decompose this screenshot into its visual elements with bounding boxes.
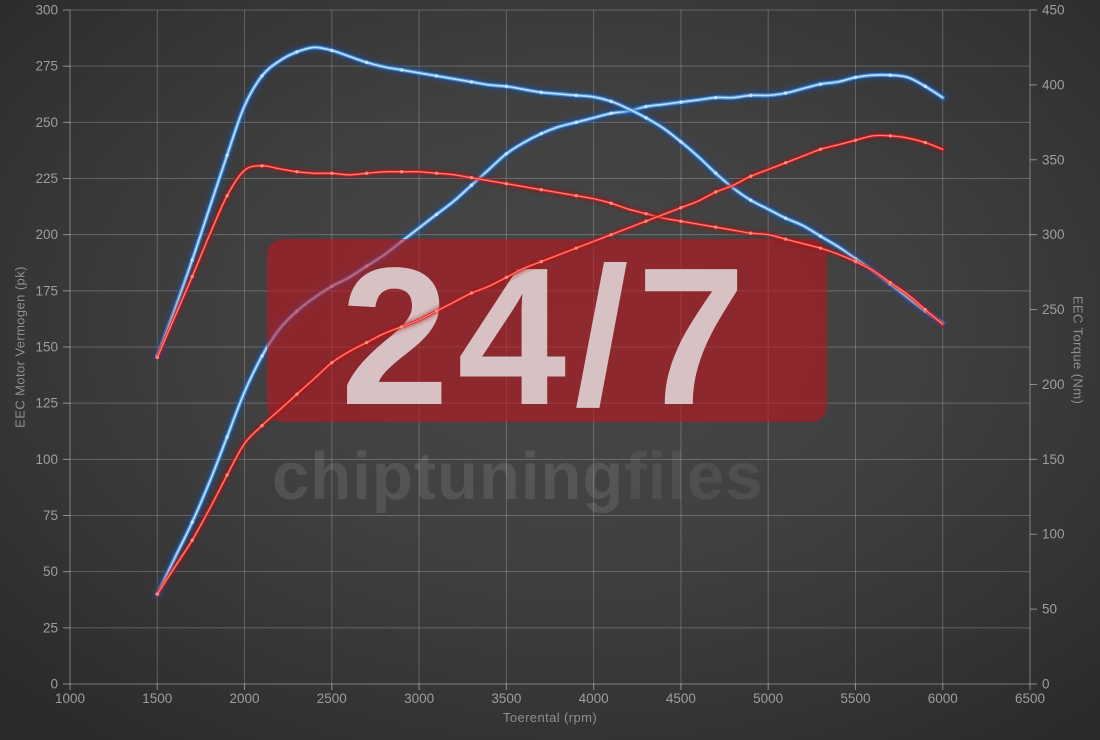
svg-text:225: 225: [35, 171, 58, 186]
svg-text:300: 300: [1042, 227, 1065, 242]
series-torque-stock: [151, 160, 949, 363]
svg-text:275: 275: [35, 59, 58, 74]
svg-text:100: 100: [35, 452, 58, 467]
series-power-stock: [151, 129, 949, 600]
svg-text:350: 350: [1042, 152, 1065, 167]
svg-text:5000: 5000: [753, 691, 783, 706]
svg-text:25: 25: [43, 620, 58, 635]
svg-text:3000: 3000: [404, 691, 434, 706]
svg-text:1000: 1000: [55, 691, 85, 706]
watermark-brand-text: chiptuningfiles: [272, 439, 763, 514]
svg-text:400: 400: [1042, 77, 1065, 92]
svg-text:150: 150: [1042, 452, 1065, 467]
series-torque-tuned: [150, 40, 950, 363]
svg-text:2500: 2500: [317, 691, 347, 706]
svg-text:175: 175: [35, 283, 58, 298]
svg-text:125: 125: [35, 396, 58, 411]
svg-text:2000: 2000: [230, 691, 260, 706]
svg-text:450: 450: [1042, 3, 1065, 18]
svg-text:1500: 1500: [142, 691, 172, 706]
svg-text:75: 75: [43, 508, 58, 523]
svg-text:4500: 4500: [666, 691, 696, 706]
axis-tick-labels: 0255075100125150175200225250275300050100…: [35, 3, 1064, 707]
svg-text:250: 250: [1042, 302, 1065, 317]
svg-text:300: 300: [35, 3, 58, 18]
svg-text:200: 200: [1042, 377, 1065, 392]
x-axis-title: Toerental (rpm): [502, 710, 598, 725]
axis-ticks: [63, 9, 1037, 690]
watermark-badge: [267, 239, 827, 422]
svg-text:6500: 6500: [1015, 691, 1045, 706]
svg-text:4000: 4000: [579, 691, 609, 706]
svg-text:0: 0: [1042, 677, 1050, 692]
svg-text:5500: 5500: [840, 691, 870, 706]
svg-text:250: 250: [35, 115, 58, 130]
svg-text:0: 0: [50, 677, 58, 692]
svg-text:200: 200: [35, 227, 58, 242]
watermark-badge-text: 24/7: [340, 227, 753, 446]
svg-text:100: 100: [1042, 527, 1065, 542]
svg-text:6000: 6000: [928, 691, 958, 706]
svg-text:50: 50: [1042, 602, 1057, 617]
left-axis-title: EEC Motor Vermogen (pk): [12, 266, 28, 428]
svg-text:3500: 3500: [491, 691, 521, 706]
right-axis-title: EEC Torque (Nm): [1070, 295, 1086, 405]
svg-text:50: 50: [43, 564, 58, 579]
svg-text:150: 150: [35, 340, 58, 355]
